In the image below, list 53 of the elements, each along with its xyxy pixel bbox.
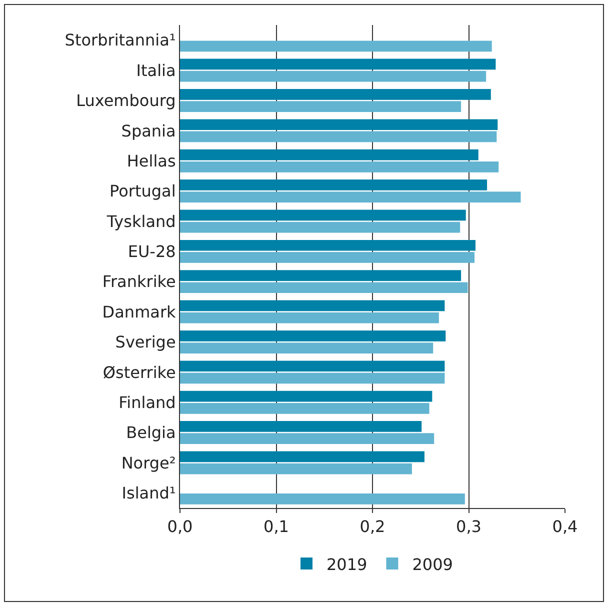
bar bbox=[180, 40, 492, 52]
bar bbox=[180, 252, 475, 263]
y-tick-label: Finland bbox=[118, 392, 176, 412]
bar bbox=[180, 210, 466, 221]
bar bbox=[180, 372, 445, 384]
y-tick-label: Luxembourg bbox=[76, 91, 176, 110]
x-tick-label: 0,2 bbox=[360, 517, 386, 536]
legend-label: 2019 bbox=[326, 554, 368, 574]
x-tick-label: 0,3 bbox=[456, 517, 482, 536]
bar bbox=[180, 240, 476, 251]
bar bbox=[180, 494, 465, 504]
y-tick-label: Portugal bbox=[110, 182, 176, 201]
bar bbox=[180, 149, 478, 160]
y-tick-label: Sverige bbox=[115, 332, 176, 352]
y-tick-label: Norge² bbox=[121, 453, 176, 472]
y-tick-label: Island¹ bbox=[122, 484, 176, 503]
bar bbox=[180, 451, 424, 462]
y-tick-label: Tyskland bbox=[106, 212, 176, 231]
bar bbox=[180, 192, 521, 202]
bar bbox=[180, 89, 491, 100]
bar bbox=[180, 463, 412, 474]
bar bbox=[180, 402, 430, 414]
y-tick-label: Belgia bbox=[126, 423, 176, 442]
y-tick-label: Hellas bbox=[126, 151, 176, 170]
bar bbox=[180, 70, 486, 82]
bar bbox=[180, 131, 497, 142]
bar bbox=[180, 342, 434, 354]
x-tick-label: 0,4 bbox=[552, 517, 578, 536]
bar bbox=[180, 161, 499, 172]
bar bbox=[180, 421, 422, 432]
y-tick-label: Frankrike bbox=[102, 272, 176, 292]
bar bbox=[180, 330, 446, 342]
bar bbox=[180, 180, 488, 190]
bar bbox=[180, 58, 496, 70]
legend-label: 2009 bbox=[412, 554, 453, 574]
bar bbox=[180, 390, 432, 402]
bar bbox=[180, 312, 439, 324]
bar bbox=[180, 101, 462, 112]
bar bbox=[180, 282, 468, 294]
y-tick-label: Danmark bbox=[102, 302, 177, 322]
bar bbox=[180, 433, 434, 444]
y-tick-label: EU-28 bbox=[128, 242, 176, 262]
bar bbox=[180, 222, 460, 233]
y-tick-label: Storbritannia¹ bbox=[64, 30, 176, 50]
y-tick-label: Italia bbox=[136, 60, 176, 80]
bar bbox=[180, 119, 498, 130]
x-tick-label: 0,0 bbox=[167, 517, 193, 536]
x-tick-label: 0,1 bbox=[264, 517, 289, 536]
y-tick-label: Spania bbox=[121, 121, 176, 140]
y-tick-label: Østerrike bbox=[102, 362, 176, 382]
bar bbox=[180, 360, 445, 372]
bar bbox=[180, 270, 462, 281]
bar bbox=[180, 300, 445, 312]
